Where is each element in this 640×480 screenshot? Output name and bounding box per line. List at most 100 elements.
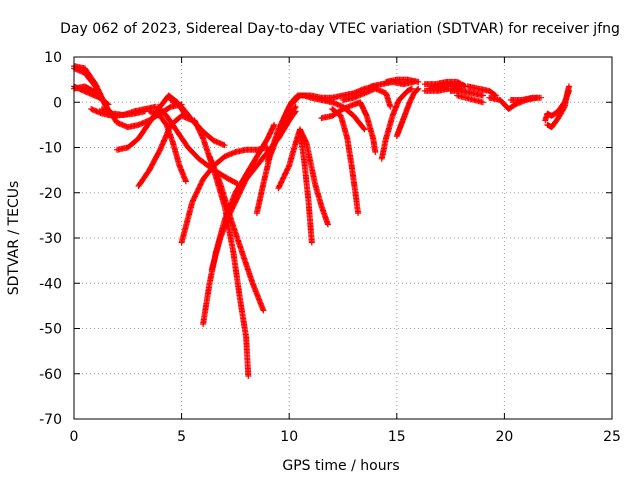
data-point [307,201,310,203]
data-point [159,148,161,151]
data-point [157,105,159,108]
data-point [245,336,247,339]
data-point [288,164,291,167]
data-point [299,130,301,133]
data-point [234,151,237,153]
data-point [219,237,222,239]
data-point [531,96,534,99]
data-point [232,250,235,253]
data-point [331,115,334,117]
tick-layer: 0 5 10 15 20 25 -70 -60 -50 -40 -30 -20 -10 0 10 [39,50,621,445]
data-point [170,99,172,101]
data-point [520,99,523,101]
data-point [105,105,108,108]
data-point [219,182,222,185]
series-arc-16 [206,153,267,314]
data-point [101,112,103,115]
data-point [170,105,172,108]
data-point [417,81,420,83]
x-tick-label: 0 [70,429,79,445]
series-arc-12 [178,144,271,246]
data-point [327,223,329,226]
data-point [247,375,250,377]
data-point [467,85,469,88]
x-tick-label: 25 [603,429,621,445]
series-arc-19 [297,128,315,246]
data-point [331,108,334,110]
grid-layer [74,57,612,419]
data-point [557,117,559,119]
data-point [473,99,476,101]
data-point [273,124,275,126]
x-tick-label: 15 [388,429,406,445]
data-point [185,180,187,183]
data-point [566,94,568,97]
y-tick-label: -10 [39,141,62,157]
data-point [187,146,189,149]
series-arc-24 [340,85,394,110]
data-point [180,241,183,244]
data-point [303,160,306,162]
data-point [223,144,226,147]
data-point [546,124,549,126]
x-tick-label: 10 [280,429,298,445]
data-point [449,90,452,92]
data-point [354,187,356,190]
series-arc-31 [421,85,465,94]
data-point [439,85,441,88]
data-point [550,126,553,128]
y-tick-label: -50 [39,322,62,338]
data-point [385,92,387,94]
data-point [288,105,291,108]
data-point [510,99,512,101]
data-point [208,155,211,158]
data-point [331,96,334,99]
data-point [310,241,313,244]
series-arc-28 [368,78,417,90]
series-arc-11 [154,103,241,187]
data-point [365,115,368,117]
data-point [406,78,409,81]
data-point [342,99,344,101]
data-point [460,90,463,92]
data-point [352,96,355,99]
data-point [540,96,542,99]
data-point [137,185,140,187]
data-point [277,187,280,190]
data-point [352,92,355,94]
data-point [202,137,204,140]
data-point [116,148,118,151]
series-arc-34 [464,83,499,99]
data-point [352,115,355,117]
data-point [208,282,211,285]
data-point [202,323,204,325]
data-point [178,164,181,167]
data-point [544,119,547,122]
data-point [563,105,566,108]
data-point [471,92,473,94]
data-point [340,115,342,117]
data-point [262,309,265,312]
data-point [101,108,103,110]
series-arc-25 [378,85,415,162]
data-point [396,135,398,137]
data-point [320,117,323,119]
series-markers [154,103,241,187]
data-point [251,282,254,285]
data-point [210,268,213,271]
data-point [482,101,484,104]
y-tick-label: -70 [39,412,62,428]
data-point [406,90,409,92]
data-point [277,128,280,131]
data-point [165,115,168,117]
data-point [127,126,129,128]
data-point [165,124,168,126]
data-point [172,142,174,144]
data-point [342,94,344,97]
y-tick-label: -20 [39,186,62,202]
data-point [176,130,179,133]
data-point [352,103,355,106]
data-point [464,96,467,99]
y-tick-label: 10 [44,50,62,66]
data-point [550,115,553,117]
